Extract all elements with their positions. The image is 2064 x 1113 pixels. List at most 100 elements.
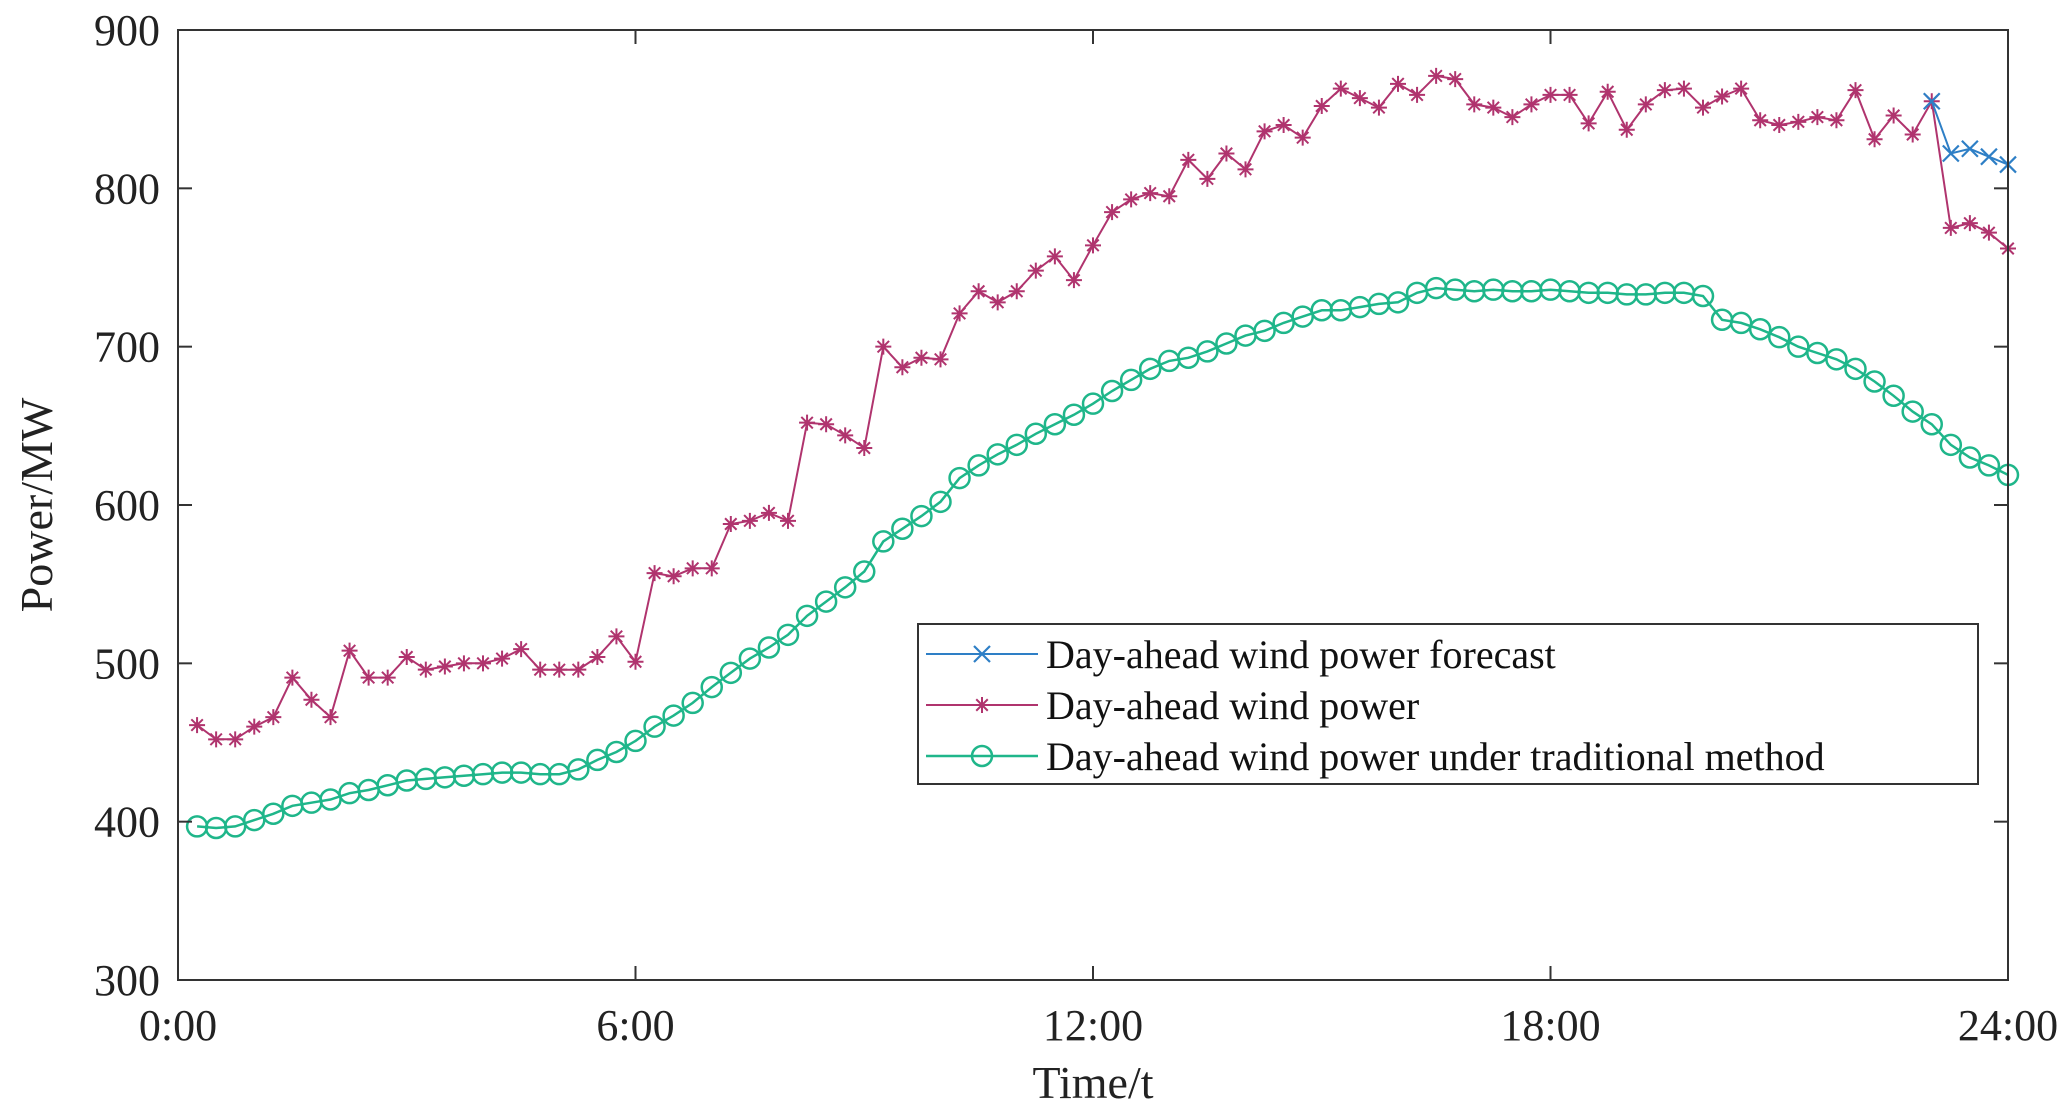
data-point-wind-power xyxy=(1581,115,1597,131)
line-chart: 0:00 6:00 12:00 18:00 24:0030040050060070080… xyxy=(0,0,2064,1113)
data-point-wind-power xyxy=(1962,215,1978,231)
data-point-wind-power xyxy=(284,670,300,686)
data-point-wind-power xyxy=(246,719,262,735)
x-tick-label: 24:00 xyxy=(1958,1001,2058,1050)
legend-item-traditional: Day-ahead wind power under traditional m… xyxy=(926,734,1825,779)
x-tick-label: 18:00 xyxy=(1500,1001,1600,1050)
data-point-wind-power xyxy=(1009,283,1025,299)
data-point-wind-power xyxy=(1867,131,1883,147)
data-point-wind-power xyxy=(704,560,720,576)
data-point-wind-power xyxy=(1943,220,1959,236)
data-point-wind-power xyxy=(437,659,453,675)
data-point-wind-power xyxy=(303,692,319,708)
data-point-wind-power xyxy=(723,516,739,532)
data-point-wind-power xyxy=(1371,100,1387,116)
data-point-wind-power xyxy=(475,655,491,671)
data-point-wind-power xyxy=(265,709,281,725)
y-tick-label: 900 xyxy=(94,6,160,55)
y-tick-label: 800 xyxy=(94,164,160,213)
y-tick-label: 600 xyxy=(94,481,160,530)
data-point-wind-power xyxy=(685,560,701,576)
data-point-wind-power xyxy=(1676,81,1692,97)
data-point-wind-power xyxy=(818,416,834,432)
data-point-wind-power xyxy=(1314,98,1330,114)
data-point-wind-power xyxy=(1600,84,1616,100)
data-point-wind-power xyxy=(1695,100,1711,116)
data-point-wind-power xyxy=(628,654,644,670)
data-point-wind-power xyxy=(742,513,758,529)
data-point-wind-power xyxy=(1657,82,1673,98)
data-point-wind-power xyxy=(952,305,968,321)
data-point-wind-power xyxy=(189,717,205,733)
data-point-wind-power xyxy=(837,427,853,443)
data-point-wind-power xyxy=(1447,71,1463,87)
y-tick-label: 500 xyxy=(94,639,160,688)
data-point-wind-power xyxy=(666,568,682,584)
data-point-wind-power xyxy=(532,662,548,678)
data-point-wind-power xyxy=(1790,114,1806,130)
data-point-wind-power xyxy=(1905,127,1921,143)
data-point-wind-power xyxy=(1238,161,1254,177)
data-point-wind-power xyxy=(361,670,377,686)
data-point-wind-power xyxy=(323,709,339,725)
data-point-wind-power xyxy=(1638,96,1654,112)
data-point-wind-power xyxy=(647,565,663,581)
data-point-wind-power xyxy=(399,649,415,665)
legend-marker xyxy=(974,697,990,713)
data-point-wind-power xyxy=(875,339,891,355)
data-point-wind-power xyxy=(1085,237,1101,253)
data-point-wind-power xyxy=(1295,130,1311,146)
data-point-wind-power xyxy=(1257,123,1273,139)
data-point-wind-power xyxy=(513,641,529,657)
plot-background xyxy=(0,0,2064,1113)
data-point-wind-power xyxy=(1828,112,1844,128)
data-point-wind-power xyxy=(1619,122,1635,138)
data-point-wind-power xyxy=(1199,171,1215,187)
legend-label: Day-ahead wind power xyxy=(1046,683,1419,728)
data-point-wind-power xyxy=(1523,96,1539,112)
data-point-wind-power xyxy=(1104,204,1120,220)
legend-label: Day-ahead wind power forecast xyxy=(1046,632,1556,677)
data-point-wind-power xyxy=(1390,76,1406,92)
data-point-wind-power xyxy=(342,643,358,659)
data-point-wind-power xyxy=(1409,87,1425,103)
data-point-wind-power xyxy=(608,628,624,644)
data-point-wind-power xyxy=(1123,191,1139,207)
data-point-wind-power xyxy=(1848,82,1864,98)
data-point-wind-power xyxy=(418,662,434,678)
x-tick-label: 0:00 xyxy=(139,1001,217,1050)
data-point-wind-power xyxy=(456,655,472,671)
data-point-wind-power xyxy=(1733,81,1749,97)
data-point-wind-power xyxy=(380,670,396,686)
data-point-wind-power xyxy=(1333,81,1349,97)
data-point-wind-power xyxy=(856,440,872,456)
data-point-wind-power xyxy=(1028,263,1044,279)
data-point-wind-power xyxy=(1161,188,1177,204)
data-point-wind-power xyxy=(1981,225,1997,241)
data-point-wind-power xyxy=(780,513,796,529)
data-point-wind-power xyxy=(1562,87,1578,103)
data-point-wind-power xyxy=(551,662,567,678)
x-tick-label: 12:00 xyxy=(1043,1001,1143,1050)
data-point-wind-power xyxy=(1066,272,1082,288)
data-point-wind-power xyxy=(1180,152,1196,168)
data-point-wind-power xyxy=(227,731,243,747)
data-point-wind-power xyxy=(971,283,987,299)
data-point-wind-power xyxy=(1752,112,1768,128)
data-point-wind-power xyxy=(1466,96,1482,112)
data-point-wind-power xyxy=(1886,108,1902,124)
x-axis-label: Time/t xyxy=(1032,1057,1153,1108)
data-point-wind-power xyxy=(1352,90,1368,106)
data-point-wind-power xyxy=(570,662,586,678)
legend: Day-ahead wind power forecast Day-ahead w… xyxy=(918,624,1978,784)
data-point-wind-power xyxy=(589,649,605,665)
data-point-wind-power xyxy=(761,505,777,521)
data-point-wind-power xyxy=(1047,248,1063,264)
data-point-wind-power xyxy=(1276,117,1292,133)
y-axis-label: Power/MW xyxy=(11,397,62,612)
data-point-wind-power xyxy=(1543,87,1559,103)
data-point-wind-power xyxy=(913,350,929,366)
y-tick-label: 300 xyxy=(94,956,160,1005)
y-tick-label: 700 xyxy=(94,323,160,372)
data-point-wind-power xyxy=(208,731,224,747)
